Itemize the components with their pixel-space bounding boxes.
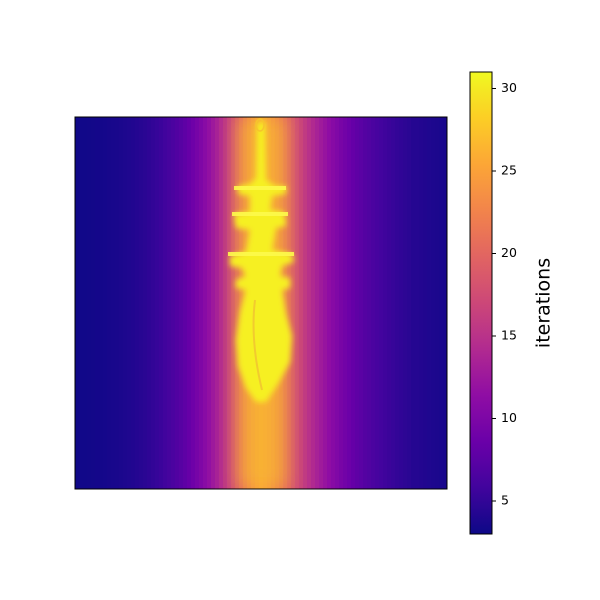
- heatmap-band: [359, 117, 364, 489]
- heatmap-band: [219, 117, 224, 489]
- colorbar-label: iterations: [533, 258, 555, 348]
- heatmap-band: [211, 117, 216, 489]
- colorbar-tick-label: 10: [501, 410, 517, 425]
- heatmap-plot: [75, 117, 447, 489]
- heatmap-band: [435, 117, 440, 489]
- colorbar-frame: [469, 71, 493, 535]
- heatmap-band: [443, 117, 447, 489]
- heatmap-band: [143, 117, 148, 489]
- heatmap-band: [235, 117, 240, 489]
- colorbar-tick-label: 5: [501, 493, 509, 508]
- heatmap-band: [383, 117, 388, 489]
- plot-frame: [74, 116, 448, 490]
- heatmap-band: [175, 117, 180, 489]
- heatmap-band: [159, 117, 164, 489]
- heatmap-band: [111, 117, 116, 489]
- heatmap-band: [355, 117, 360, 489]
- colorbar-gradient: [470, 72, 492, 534]
- heatmap-band: [327, 117, 332, 489]
- heatmap-band: [163, 117, 168, 489]
- heatmap-band: [199, 117, 204, 489]
- heatmap-band: [151, 117, 156, 489]
- colorbar-tick-label: 20: [501, 245, 517, 260]
- heatmap-band: [191, 117, 196, 489]
- colorbar-ticks: 5 10 15 20 25 30: [492, 80, 517, 508]
- heatmap-band: [215, 117, 220, 489]
- heatmap-band: [351, 117, 356, 489]
- heatmap-band: [323, 117, 328, 489]
- heatmap-band: [387, 117, 392, 489]
- heatmap-band: [307, 117, 312, 489]
- fractal-highlights: [228, 118, 294, 391]
- heatmap-band: [295, 117, 300, 489]
- heatmap-band: [207, 117, 212, 489]
- heatmap-band: [367, 117, 372, 489]
- heatmap-band: [179, 117, 184, 489]
- heatmap-band: [431, 117, 436, 489]
- heatmap-band: [79, 117, 84, 489]
- colorbar-tick-label: 25: [501, 163, 517, 178]
- fractal-shape: [230, 122, 294, 402]
- heatmap-band: [91, 117, 96, 489]
- heatmap-band: [171, 117, 176, 489]
- colorbar: 5 10 15 20 25 30 iterations: [469, 71, 555, 535]
- heatmap-band: [311, 117, 316, 489]
- heatmap-band: [427, 117, 432, 489]
- heatmap-band: [419, 117, 424, 489]
- heatmap-band: [183, 117, 188, 489]
- heatmap-band: [119, 117, 124, 489]
- heatmap-band: [319, 117, 324, 489]
- colorbar-tick-label: 30: [501, 80, 517, 95]
- heatmap-band: [231, 117, 236, 489]
- heatmap-band: [135, 117, 140, 489]
- heatmap-band: [423, 117, 428, 489]
- heatmap-band: [127, 117, 132, 489]
- heatmap-band: [99, 117, 104, 489]
- heatmap-band: [187, 117, 192, 489]
- heatmap-band: [139, 117, 144, 489]
- heatmap-band: [223, 117, 228, 489]
- heatmap-band: [411, 117, 416, 489]
- heatmap-band: [167, 117, 172, 489]
- heatmap-band: [439, 117, 444, 489]
- heatmap-band: [299, 117, 304, 489]
- heatmap-band: [103, 117, 108, 489]
- heatmap-band: [195, 117, 200, 489]
- heatmap-band: [335, 117, 340, 489]
- heatmap-band: [395, 117, 400, 489]
- heatmap-band: [87, 117, 92, 489]
- heatmap-band: [315, 117, 320, 489]
- heatmap-band: [75, 117, 80, 489]
- heatmap-band: [371, 117, 376, 489]
- heatmap-band: [291, 117, 296, 489]
- heatmap-band: [227, 117, 232, 489]
- heatmap-band: [331, 117, 336, 489]
- heatmap-band: [343, 117, 348, 489]
- heatmap-band: [107, 117, 112, 489]
- heatmap-band: [147, 117, 152, 489]
- heatmap-band: [415, 117, 420, 489]
- colorbar-tick-label: 15: [501, 328, 517, 343]
- heatmap-band: [379, 117, 384, 489]
- heatmap-band: [407, 117, 412, 489]
- heatmap-band: [155, 117, 160, 489]
- heatmap-band: [115, 117, 120, 489]
- heatmap-band: [95, 117, 100, 489]
- heatmap-band: [399, 117, 404, 489]
- heatmap-band: [303, 117, 308, 489]
- heatmap-band: [123, 117, 128, 489]
- heatmap-band: [403, 117, 408, 489]
- heatmap-band: [83, 117, 88, 489]
- fractal-body: [230, 122, 294, 402]
- heatmap-band: [203, 117, 208, 489]
- heatmap-band: [391, 117, 396, 489]
- heatmap-band: [347, 117, 352, 489]
- heatmap-band: [375, 117, 380, 489]
- heatmap-band: [287, 117, 292, 489]
- heatmap-band: [339, 117, 344, 489]
- heatmap-band: [131, 117, 136, 489]
- heatmap-band: [363, 117, 368, 489]
